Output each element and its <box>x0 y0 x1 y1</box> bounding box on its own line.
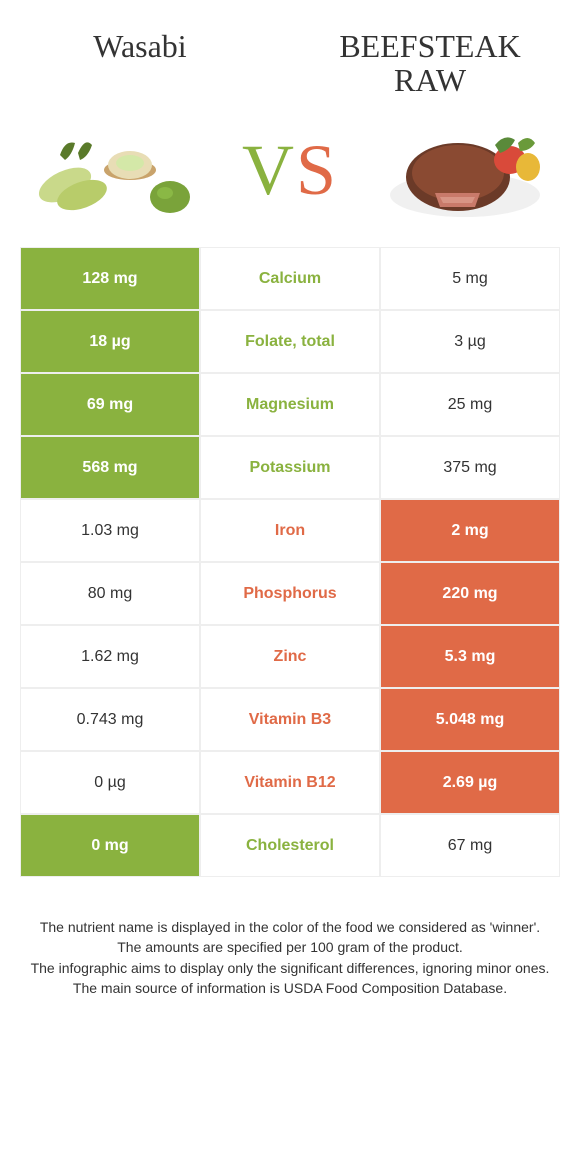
table-row: 69 mgMagnesium25 mg <box>20 373 560 436</box>
nutrient-name-cell: Magnesium <box>200 373 380 436</box>
right-value-cell: 67 mg <box>380 814 560 877</box>
right-food-title: BEEFSTEAK RAW <box>320 30 540 97</box>
footer-notes: The nutrient name is displayed in the co… <box>30 917 550 998</box>
left-value-cell: 1.62 mg <box>20 625 200 688</box>
title-row: Wasabi BEEFSTEAK RAW <box>0 0 580 107</box>
images-row: VS <box>0 107 580 247</box>
table-row: 568 mgPotassium375 mg <box>20 436 560 499</box>
right-value-cell: 220 mg <box>380 562 560 625</box>
left-value-cell: 568 mg <box>20 436 200 499</box>
footer-line-3: The infographic aims to display only the… <box>30 958 550 978</box>
vs-s: S <box>296 130 338 210</box>
nutrient-name-cell: Phosphorus <box>200 562 380 625</box>
left-value-cell: 80 mg <box>20 562 200 625</box>
nutrient-name-cell: Zinc <box>200 625 380 688</box>
right-value-cell: 5.048 mg <box>380 688 560 751</box>
table-row: 128 mgCalcium5 mg <box>20 247 560 310</box>
left-value-cell: 69 mg <box>20 373 200 436</box>
table-row: 1.03 mgIron2 mg <box>20 499 560 562</box>
nutrient-name-cell: Iron <box>200 499 380 562</box>
wasabi-illustration <box>30 115 200 225</box>
nutrient-name-cell: Calcium <box>200 247 380 310</box>
table-row: 0 µgVitamin B122.69 µg <box>20 751 560 814</box>
left-value-cell: 0.743 mg <box>20 688 200 751</box>
vs-v: V <box>242 130 296 210</box>
table-row: 0.743 mgVitamin B35.048 mg <box>20 688 560 751</box>
left-value-cell: 0 mg <box>20 814 200 877</box>
left-value-cell: 0 µg <box>20 751 200 814</box>
vs-label: VS <box>242 129 338 212</box>
beefsteak-illustration <box>380 115 550 225</box>
left-food-title: Wasabi <box>40 30 240 97</box>
table-row: 0 mgCholesterol67 mg <box>20 814 560 877</box>
nutrient-name-cell: Vitamin B12 <box>200 751 380 814</box>
right-value-cell: 2 mg <box>380 499 560 562</box>
right-value-cell: 25 mg <box>380 373 560 436</box>
nutrient-name-cell: Vitamin B3 <box>200 688 380 751</box>
nutrient-name-cell: Potassium <box>200 436 380 499</box>
nutrient-comparison-table: 128 mgCalcium5 mg18 µgFolate, total3 µg6… <box>20 247 560 877</box>
left-value-cell: 128 mg <box>20 247 200 310</box>
right-value-cell: 5 mg <box>380 247 560 310</box>
footer-line-2: The amounts are specified per 100 gram o… <box>30 937 550 957</box>
left-value-cell: 18 µg <box>20 310 200 373</box>
footer-line-4: The main source of information is USDA F… <box>30 978 550 998</box>
right-value-cell: 5.3 mg <box>380 625 560 688</box>
footer-line-1: The nutrient name is displayed in the co… <box>30 917 550 937</box>
right-value-cell: 2.69 µg <box>380 751 560 814</box>
table-row: 18 µgFolate, total3 µg <box>20 310 560 373</box>
table-row: 80 mgPhosphorus220 mg <box>20 562 560 625</box>
left-value-cell: 1.03 mg <box>20 499 200 562</box>
nutrient-name-cell: Cholesterol <box>200 814 380 877</box>
right-value-cell: 375 mg <box>380 436 560 499</box>
right-value-cell: 3 µg <box>380 310 560 373</box>
table-row: 1.62 mgZinc5.3 mg <box>20 625 560 688</box>
nutrient-name-cell: Folate, total <box>200 310 380 373</box>
